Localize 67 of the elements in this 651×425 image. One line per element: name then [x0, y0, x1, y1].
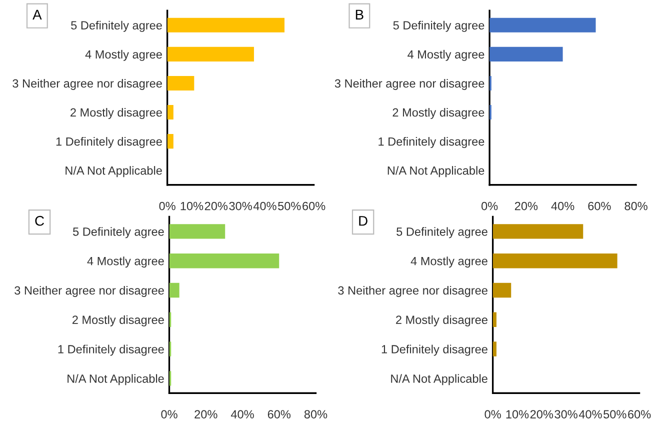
text: A — [32, 10, 42, 20]
y-tick-label: 3 Neither agree nor disagree — [12, 78, 162, 90]
x-tick-label: 50% — [604, 410, 626, 418]
bar — [169, 282, 180, 298]
x-tick-label: 60% — [588, 202, 611, 210]
y-tick-label: 1 Definitely disagree — [56, 137, 162, 148]
bar — [492, 312, 496, 327]
x-tick-label: 0% — [484, 410, 501, 418]
y-tick-label: 1 Definitely disagree — [382, 344, 488, 356]
y-tick-label: N/A Not Applicable — [391, 374, 488, 386]
bar — [167, 76, 194, 90]
y-tick-label: N/A Not Applicable — [68, 374, 164, 386]
bar — [492, 224, 584, 239]
bar — [167, 18, 284, 32]
y-tick-label: 3 Neither agree nor disagree — [338, 286, 488, 297]
x-tick-label: 60% — [268, 410, 291, 418]
y-tick-label: 3 Neither agree nor disagree — [14, 286, 164, 297]
y-tick-label: 5 Definitely agree — [71, 20, 162, 32]
x-tick-label: 30% — [229, 202, 252, 210]
x-tick-label: 40% — [230, 410, 254, 418]
bar — [492, 253, 618, 268]
y-tick-label: 4 Mostly agree — [408, 50, 484, 61]
y-tick-label: N/A Not Applicable — [388, 166, 484, 178]
y-tick-label: 4 Mostly agree — [85, 50, 162, 61]
x-tick-label: 60% — [628, 410, 651, 418]
x-tick-label: 20% — [514, 202, 538, 210]
y-tick-label: 4 Mostly agree — [410, 256, 488, 268]
y-tick-label: 2 Mostly disagree — [396, 315, 488, 326]
y-tick-label: 1 Definitely disagree — [378, 137, 484, 148]
x-tick-label: 80% — [624, 202, 648, 210]
x-tick-label: 80% — [304, 410, 328, 418]
y-tick-label: 2 Mostly disagree — [70, 108, 162, 119]
x-tick-label: 50% — [278, 202, 301, 210]
x-tick-label: 20% — [194, 410, 218, 418]
x-tick-label: 10% — [506, 410, 529, 418]
y-tick-label: 1 Definitely disagree — [58, 344, 164, 356]
x-tick-label: 60% — [302, 202, 326, 210]
bar — [169, 224, 226, 239]
x-tick-label: 40% — [253, 202, 276, 210]
text: D — [359, 216, 368, 226]
y-tick-label: 4 Mostly agree — [87, 256, 164, 268]
x-tick-label: 20% — [204, 202, 228, 210]
bar — [167, 105, 174, 120]
y-tick-label: 5 Definitely agree — [73, 227, 164, 238]
y-tick-label: 2 Mostly disagree — [392, 108, 484, 119]
y-tick-label: 5 Definitely agree — [396, 227, 488, 238]
bar — [169, 253, 280, 268]
text: B — [356, 10, 364, 20]
x-tick-label: 20% — [530, 410, 554, 418]
bar — [492, 282, 512, 298]
x-tick-label: 40% — [551, 202, 574, 210]
y-tick-label: 3 Neither agree nor disagree — [334, 78, 484, 90]
x-tick-label: 30% — [554, 410, 578, 418]
text: C — [35, 216, 44, 226]
bar — [490, 18, 596, 32]
x-tick-label: 40% — [578, 410, 602, 418]
y-tick-label: N/A Not Applicable — [66, 166, 162, 178]
x-tick-label: 0% — [161, 410, 178, 418]
bar — [167, 46, 254, 62]
x-tick-label: 10% — [180, 202, 204, 210]
bar — [492, 342, 496, 356]
x-tick-label: 0% — [481, 202, 498, 210]
y-tick-label: 2 Mostly disagree — [72, 315, 164, 326]
x-tick-label: 0% — [159, 202, 176, 210]
y-tick-label: 5 Definitely agree — [393, 20, 484, 32]
bar — [167, 134, 174, 149]
bar — [490, 46, 563, 62]
